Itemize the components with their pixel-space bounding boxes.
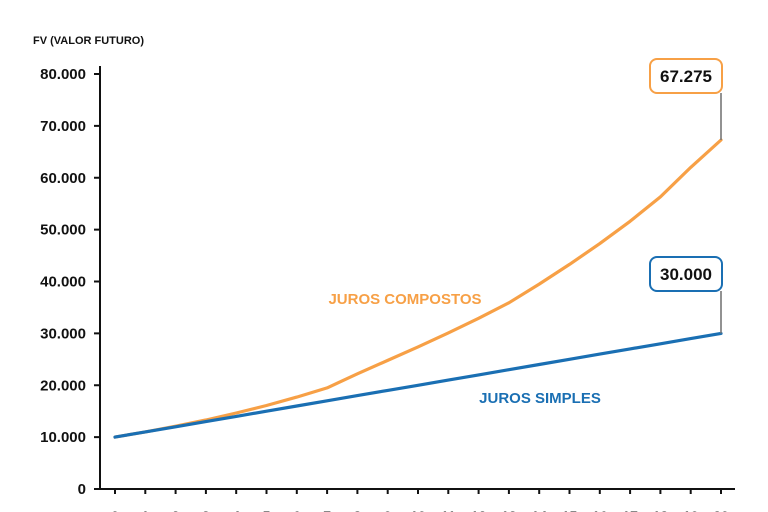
y-tick-label: 60.000 bbox=[40, 170, 86, 187]
y-tick-label: 40.000 bbox=[40, 274, 86, 291]
x-tick-label: 2 bbox=[172, 508, 180, 512]
x-tick-label: 3 bbox=[202, 508, 210, 512]
x-tick-label: 18 bbox=[653, 508, 669, 512]
juros-compostos-callout-box bbox=[649, 58, 723, 94]
x-tick-label: 5 bbox=[263, 508, 271, 512]
x-tick-label: 0 bbox=[111, 508, 119, 512]
x-tick-label: 12 bbox=[471, 508, 487, 512]
x-axis: 01234567891011121314151617181920 bbox=[111, 489, 729, 512]
x-tick-label: 10 bbox=[410, 508, 426, 512]
y-tick-label: 0 bbox=[78, 481, 86, 498]
x-tick-label: 16 bbox=[592, 508, 608, 512]
x-tick-label: 13 bbox=[501, 508, 517, 512]
juros-compostos-line bbox=[113, 138, 723, 439]
x-tick-label: 15 bbox=[562, 508, 578, 512]
series-labels: JUROS COMPOSTOS JUROS SIMPLES bbox=[328, 291, 600, 407]
x-tick-label: 20 bbox=[713, 508, 729, 512]
x-tick-label: 11 bbox=[441, 508, 456, 512]
x-tick-label: 7 bbox=[323, 508, 331, 512]
juros-compostos-label: JUROS COMPOSTOS bbox=[328, 291, 481, 308]
juros-simples-callout-box bbox=[649, 256, 723, 292]
series-lines bbox=[113, 138, 723, 439]
juros-simples-end-label: 30.000 bbox=[660, 265, 712, 284]
x-tick-label: 17 bbox=[622, 508, 638, 512]
juros-simples-line bbox=[113, 331, 723, 439]
juros-compostos-end-label: 67.275 bbox=[660, 67, 712, 86]
y-tick-label: 70.000 bbox=[40, 118, 86, 135]
y-tick-label: 30.000 bbox=[40, 325, 86, 342]
juros-simples-label: JUROS SIMPLES bbox=[479, 390, 601, 407]
x-tick-label: 9 bbox=[384, 508, 392, 512]
y-tick-label: 80.000 bbox=[40, 66, 86, 83]
y-axis-title: FV (VALOR FUTURO) bbox=[33, 35, 144, 47]
y-tick-label: 20.000 bbox=[40, 377, 86, 394]
x-tick-label: 8 bbox=[354, 508, 362, 512]
x-tick-label: 6 bbox=[293, 508, 301, 512]
x-tick-label: 14 bbox=[531, 508, 547, 512]
end-value-callouts: 67.275 30.000 bbox=[649, 58, 723, 334]
x-tick-label: 4 bbox=[232, 508, 240, 512]
x-tick-label: 1 bbox=[141, 508, 149, 512]
x-tick-label: 19 bbox=[683, 508, 699, 512]
y-axis: 0 10.000 20.000 30.000 40.000 50.000 60.000 70.… bbox=[40, 66, 100, 498]
y-tick-label: 10.000 bbox=[40, 429, 86, 446]
y-tick-label: 50.000 bbox=[40, 222, 86, 239]
